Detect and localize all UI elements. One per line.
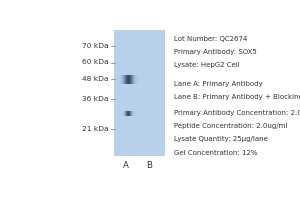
- Text: Primary Antibody Concentration: 2.0µg/ml: Primary Antibody Concentration: 2.0µg/ml: [173, 110, 300, 116]
- Bar: [123, 75, 124, 84]
- Bar: [125, 75, 126, 84]
- Text: 36 kDa: 36 kDa: [82, 96, 108, 102]
- Text: 70 kDa: 70 kDa: [82, 43, 108, 49]
- Bar: [124, 111, 125, 116]
- Text: Peptide Concentration: 2.0ug/ml: Peptide Concentration: 2.0ug/ml: [173, 123, 287, 129]
- Bar: [114, 30, 165, 156]
- Text: 21 kDa: 21 kDa: [82, 126, 108, 132]
- Bar: [139, 75, 140, 84]
- Text: 48 kDa: 48 kDa: [82, 76, 108, 82]
- Bar: [131, 75, 132, 84]
- Bar: [129, 75, 130, 84]
- Text: 60 kDa: 60 kDa: [82, 60, 108, 66]
- Bar: [122, 111, 123, 116]
- Bar: [131, 111, 132, 116]
- Text: Lane B: Primary Antibody + Blocking Peptide: Lane B: Primary Antibody + Blocking Pept…: [173, 94, 300, 100]
- Bar: [127, 111, 128, 116]
- Text: B: B: [146, 161, 152, 170]
- Bar: [128, 75, 129, 84]
- Bar: [135, 75, 136, 84]
- Bar: [119, 75, 120, 84]
- Text: Lot Number: QC2674: Lot Number: QC2674: [173, 36, 247, 42]
- Bar: [126, 75, 127, 84]
- Bar: [138, 75, 139, 84]
- Bar: [132, 75, 133, 84]
- Bar: [130, 75, 131, 84]
- Bar: [129, 111, 130, 116]
- Bar: [130, 111, 131, 116]
- Bar: [124, 75, 125, 84]
- Bar: [127, 75, 128, 84]
- Bar: [121, 75, 122, 84]
- Text: Lysate Quantity: 25µg/lane: Lysate Quantity: 25µg/lane: [173, 136, 267, 142]
- Text: Lane A: Primary Antibody: Lane A: Primary Antibody: [173, 81, 262, 87]
- Bar: [133, 75, 134, 84]
- Text: A: A: [123, 161, 129, 170]
- Text: Primary Antibody: SOX5: Primary Antibody: SOX5: [173, 49, 256, 55]
- Bar: [120, 75, 121, 84]
- Bar: [137, 75, 138, 84]
- Bar: [126, 111, 127, 116]
- Text: Gel Concentration: 12%: Gel Concentration: 12%: [173, 150, 257, 156]
- Bar: [117, 75, 118, 84]
- Bar: [132, 111, 133, 116]
- Text: Lysate: HepG2 Cell: Lysate: HepG2 Cell: [173, 62, 239, 68]
- Bar: [122, 75, 123, 84]
- Bar: [125, 111, 126, 116]
- Bar: [134, 111, 135, 116]
- Bar: [121, 111, 122, 116]
- Bar: [135, 111, 136, 116]
- Bar: [128, 111, 129, 116]
- Bar: [134, 75, 135, 84]
- Bar: [136, 75, 137, 84]
- Bar: [118, 75, 119, 84]
- Bar: [133, 111, 134, 116]
- Bar: [123, 111, 124, 116]
